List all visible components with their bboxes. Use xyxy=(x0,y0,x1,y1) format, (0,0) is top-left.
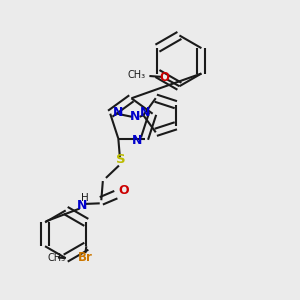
Text: O: O xyxy=(118,184,129,196)
Text: N: N xyxy=(113,106,123,119)
Text: CH₃: CH₃ xyxy=(128,70,146,80)
Text: S: S xyxy=(116,154,125,166)
Text: O: O xyxy=(160,71,170,84)
Text: H: H xyxy=(81,193,89,203)
Text: CH₃: CH₃ xyxy=(48,253,66,262)
Text: N: N xyxy=(140,106,150,119)
Text: N: N xyxy=(77,199,88,212)
Text: N: N xyxy=(130,110,140,123)
Text: N: N xyxy=(132,134,142,147)
Text: Br: Br xyxy=(78,250,93,263)
